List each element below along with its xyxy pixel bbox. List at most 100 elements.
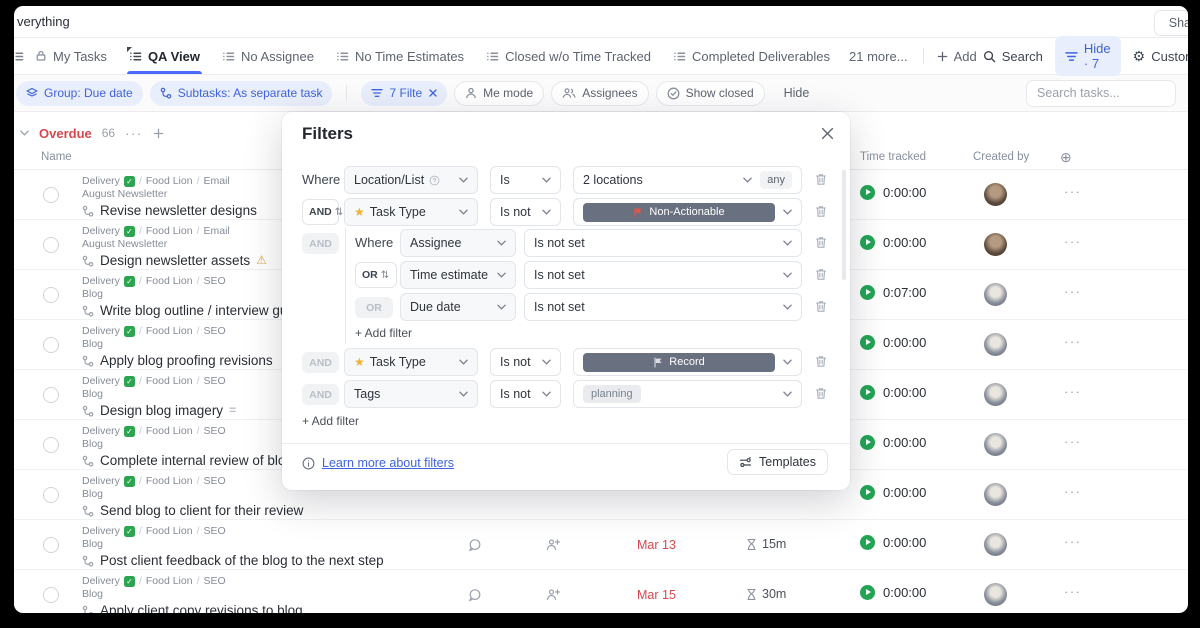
filter-field-select[interactable]: Due date	[400, 293, 516, 321]
trash-icon[interactable]	[815, 205, 827, 218]
column-name[interactable]: Name	[41, 151, 72, 163]
filter-value-select[interactable]: 2 locations any	[573, 166, 802, 194]
trash-icon[interactable]	[815, 236, 827, 249]
task-row[interactable]: Delivery ✓ / Food Lion / SEO Blog Complete in…	[14, 420, 1188, 470]
time-estimate[interactable]: 30m	[746, 587, 786, 601]
filter-value-select[interactable]: Non-Actionable	[573, 198, 802, 226]
task-name[interactable]: Write blog outline / interview guide	[100, 303, 306, 318]
filter-field-select[interactable]: ★ Task Type	[344, 198, 478, 226]
time-estimate[interactable]: 15m	[746, 537, 786, 551]
learn-more-link[interactable]: Learn more about filters	[322, 456, 455, 470]
and-or-toggle[interactable]: OR ⇅	[355, 262, 397, 288]
created-by-avatar[interactable]	[984, 583, 1007, 606]
tab-closed-wo-time-tracked[interactable]: Closed w/o Time Tracked	[475, 38, 662, 74]
close-icon[interactable]	[821, 127, 834, 140]
filter-field-select[interactable]: Time estimate	[400, 261, 516, 289]
created-by-avatar[interactable]	[984, 483, 1007, 506]
filter-value-select[interactable]: Record	[573, 348, 802, 376]
created-by-avatar[interactable]	[984, 183, 1007, 206]
hide-filters-button[interactable]: Hide · 7	[1054, 36, 1121, 76]
task-checkbox[interactable]	[43, 487, 59, 503]
task-name[interactable]: Send blog to client for their review	[100, 503, 304, 518]
play-timer-button[interactable]	[860, 185, 875, 200]
row-menu-button[interactable]: ···	[1064, 334, 1082, 349]
filter-operator-select[interactable]: Is not	[490, 380, 561, 408]
task-name[interactable]: Design newsletter assets	[100, 253, 251, 268]
task-name[interactable]: Design blog imagery	[100, 403, 224, 418]
column-created-by[interactable]: Created by	[973, 151, 1030, 163]
trash-icon[interactable]	[815, 300, 827, 313]
task-checkbox[interactable]	[43, 387, 59, 403]
add-filter-link[interactable]: + Add filter	[302, 414, 360, 428]
trash-icon[interactable]	[815, 387, 827, 400]
search-button[interactable]: Search	[983, 49, 1043, 64]
due-date[interactable]: Mar 15	[637, 588, 676, 602]
me-mode-chip[interactable]: Me mode	[454, 80, 545, 106]
subtasks-chip[interactable]: Subtasks: As separate task	[149, 80, 333, 106]
task-checkbox[interactable]	[43, 437, 59, 453]
filter-field-select[interactable]: Tags	[344, 380, 478, 408]
play-timer-button[interactable]	[860, 485, 875, 500]
templates-button[interactable]: Templates	[727, 449, 828, 475]
row-menu-button[interactable]: ···	[1064, 534, 1082, 549]
row-menu-button[interactable]: ···	[1064, 584, 1082, 599]
row-menu-button[interactable]: ···	[1064, 234, 1082, 249]
filter-value-select[interactable]: Is not set	[524, 229, 802, 257]
assignees-chip[interactable]: Assignees	[551, 80, 649, 106]
row-menu-button[interactable]: ···	[1064, 184, 1082, 199]
add-view-button[interactable]: Add	[931, 49, 983, 64]
column-time-tracked[interactable]: Time tracked	[860, 151, 927, 163]
filter-value-select[interactable]: Is not set	[524, 261, 802, 289]
play-timer-button[interactable]	[860, 385, 875, 400]
play-timer-button[interactable]	[860, 535, 875, 550]
and-or-toggle[interactable]: AND ⇅	[302, 199, 343, 225]
created-by-avatar[interactable]	[984, 383, 1007, 406]
comment-icon[interactable]	[468, 588, 482, 602]
row-menu-button[interactable]: ···	[1064, 434, 1082, 449]
task-checkbox[interactable]	[43, 587, 59, 603]
play-timer-button[interactable]	[860, 335, 875, 350]
filter-field-select[interactable]: Assignee	[400, 229, 516, 257]
hide-bar-button[interactable]: Hide	[783, 86, 810, 100]
trash-icon[interactable]	[815, 173, 827, 186]
task-name[interactable]: Complete internal review of blog co	[100, 453, 311, 468]
task-checkbox[interactable]	[43, 537, 59, 553]
add-assignee-icon[interactable]	[546, 588, 560, 601]
group-add-task-button[interactable]	[153, 128, 164, 139]
active-filters-chip[interactable]: 7 Filte	[361, 80, 448, 106]
add-filter-link[interactable]: + Add filter	[355, 326, 413, 340]
filter-value-select[interactable]: planning	[573, 380, 802, 408]
created-by-avatar[interactable]	[984, 533, 1007, 556]
search-tasks-input[interactable]	[1026, 79, 1176, 107]
tab-no-time-estimates[interactable]: No Time Estimates	[325, 38, 475, 74]
created-by-avatar[interactable]	[984, 233, 1007, 256]
filter-field-select[interactable]: ★ Task Type	[344, 348, 478, 376]
created-by-avatar[interactable]	[984, 433, 1007, 456]
task-checkbox[interactable]	[43, 287, 59, 303]
filter-field-select[interactable]: Location/List	[344, 166, 478, 194]
any-mode-badge[interactable]: any	[760, 171, 792, 189]
row-menu-button[interactable]: ···	[1064, 484, 1082, 499]
task-checkbox[interactable]	[43, 337, 59, 353]
tab-no-assignee[interactable]: No Assignee	[211, 38, 325, 74]
tab-completed-deliverables[interactable]: Completed Deliverables	[662, 38, 841, 74]
add-column-icon[interactable]: ⊕	[1060, 149, 1072, 165]
task-checkbox[interactable]	[43, 187, 59, 203]
trash-icon[interactable]	[815, 268, 827, 281]
task-row[interactable]: Delivery ✓ / Food Lion / SEO Blog Send blog t…	[14, 470, 1188, 520]
task-row[interactable]: Delivery ✓ / Food Lion / SEO Blog Post client…	[14, 520, 1188, 570]
clear-filters-icon[interactable]	[429, 89, 437, 97]
customize-button[interactable]: ⚙ Customize	[1132, 48, 1188, 64]
task-row[interactable]: Delivery ✓ / Food Lion / SEO Blog Apply clien…	[14, 570, 1188, 613]
show-closed-chip[interactable]: Show closed	[655, 80, 765, 106]
trash-icon[interactable]	[815, 355, 827, 368]
task-name[interactable]: Revise newsletter designs	[100, 203, 257, 218]
group-menu-button[interactable]: ···	[125, 125, 143, 141]
task-checkbox[interactable]	[43, 237, 59, 253]
play-timer-button[interactable]	[860, 285, 875, 300]
task-name[interactable]: Post client feedback of the blog to the …	[100, 553, 384, 568]
add-assignee-icon[interactable]	[546, 538, 560, 551]
comment-icon[interactable]	[468, 538, 482, 552]
tab-my-tasks[interactable]: My Tasks	[24, 38, 118, 74]
created-by-avatar[interactable]	[984, 333, 1007, 356]
